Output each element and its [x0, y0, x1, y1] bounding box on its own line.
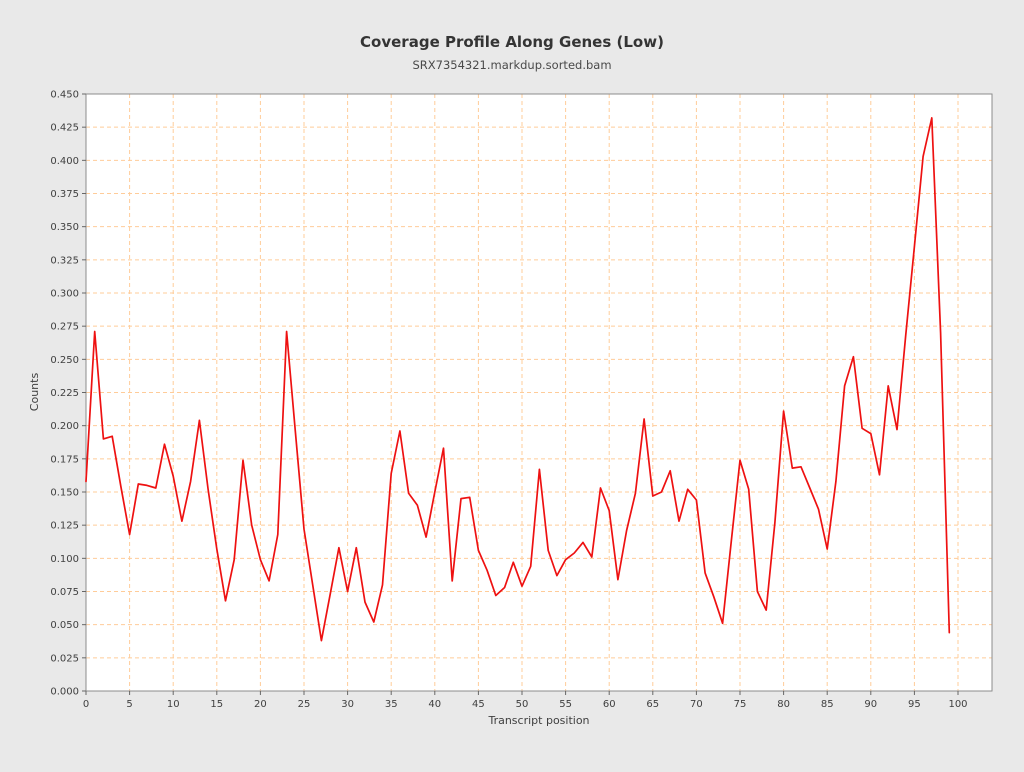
- y-tick-label: 0.200: [50, 421, 79, 432]
- y-tick-label: 0.250: [50, 355, 79, 366]
- grid-layer: [86, 93, 992, 691]
- x-tick-label: 55: [559, 699, 572, 710]
- y-tick-label: 0.125: [50, 521, 79, 532]
- y-tick-label: 0.450: [50, 90, 79, 101]
- x-tick-label: 15: [210, 699, 223, 710]
- chart-subtitle: SRX7354321.markdup.sorted.bam: [412, 58, 611, 72]
- x-tick-label: 100: [948, 699, 967, 710]
- x-tick-label: 95: [908, 699, 921, 710]
- y-tick-label: 0.425: [50, 123, 79, 134]
- y-tick-label: 0.325: [50, 255, 79, 266]
- series-layer: [85, 117, 951, 642]
- x-tick-label: 50: [516, 699, 529, 710]
- x-tick-label: 35: [385, 699, 398, 710]
- x-tick-label: 45: [472, 699, 485, 710]
- y-tick-label: 0.300: [50, 289, 79, 300]
- y-tick-label: 0.400: [50, 156, 79, 167]
- x-tick-label: 30: [341, 699, 354, 710]
- x-tick-label: 85: [821, 699, 834, 710]
- y-tick-label: 0.000: [50, 687, 79, 698]
- tick-label-layer: 0 5 10 15 20 25 30 35 40 45 50 55 60 65 70 75 80 85 90 95 10…: [50, 90, 967, 711]
- y-tick-label: 0.150: [50, 488, 79, 499]
- y-tick-label: 0.025: [50, 653, 79, 664]
- x-tick-label: 80: [777, 699, 790, 710]
- x-tick-label: 65: [646, 699, 659, 710]
- x-tick-label: 5: [126, 699, 132, 710]
- y-tick-label: 0.225: [50, 388, 79, 399]
- x-tick-label: 70: [690, 699, 703, 710]
- y-tick-label: 0.375: [50, 189, 79, 200]
- x-axis-label: Transcript position: [487, 714, 589, 727]
- y-tick-label: 0.050: [50, 620, 79, 631]
- x-tick-label: 10: [167, 699, 180, 710]
- x-tick-label: 90: [864, 699, 877, 710]
- series-line-coverage: [85, 117, 951, 642]
- x-tick-label: 40: [428, 699, 441, 710]
- x-tick-label: 60: [603, 699, 616, 710]
- y-tick-label: 0.075: [50, 587, 79, 598]
- x-tick-label: 20: [254, 699, 267, 710]
- tick-layer: [82, 93, 959, 695]
- chart-title: Coverage Profile Along Genes (Low): [360, 33, 664, 51]
- x-tick-label: 75: [734, 699, 747, 710]
- y-tick-label: 0.275: [50, 322, 79, 333]
- x-tick-label: 25: [298, 699, 311, 710]
- y-tick-label: 0.350: [50, 222, 79, 233]
- x-tick-label: 0: [83, 699, 89, 710]
- y-tick-label: 0.175: [50, 454, 79, 465]
- y-axis-label: Counts: [28, 373, 41, 412]
- y-tick-label: 0.100: [50, 554, 79, 565]
